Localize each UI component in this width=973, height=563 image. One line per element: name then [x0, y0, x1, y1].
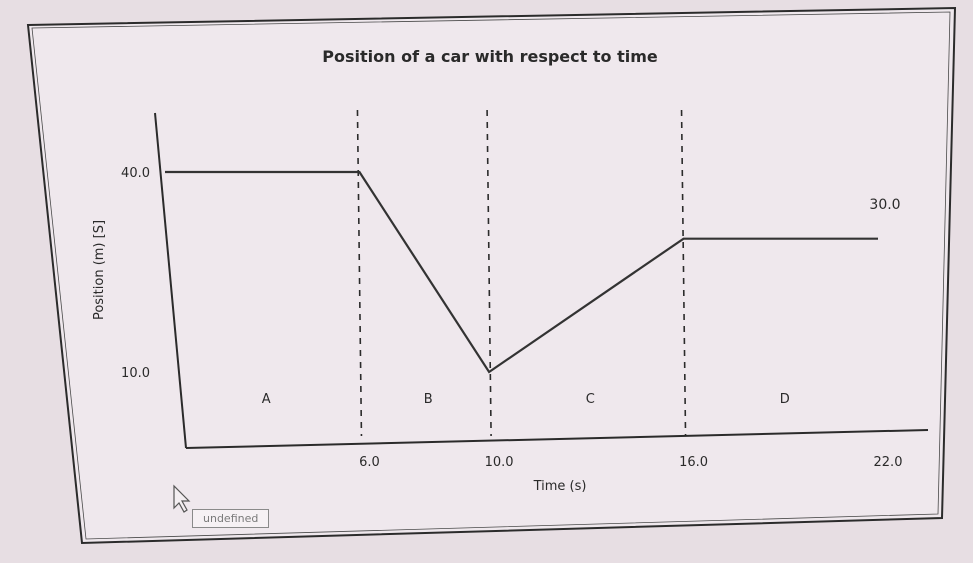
x-tick-label: 10.0 [485, 455, 514, 470]
x-axis [185, 429, 929, 449]
x-axis-title: Time (s) [533, 479, 587, 494]
chart-title: Position of a car with respect to time [322, 47, 658, 66]
inner-frame [31, 11, 951, 540]
region-label: C [586, 392, 595, 407]
tooltip: undefined [192, 509, 270, 528]
x-tick-label: 6.0 [359, 455, 380, 470]
region-label: B [424, 392, 433, 407]
region-label: D [780, 392, 790, 407]
y-axis-title: Position (m) [S] [92, 220, 107, 320]
chart-frame [26, 6, 957, 545]
y-tick-label: 10.0 [121, 366, 150, 381]
end-value-label: 30.0 [869, 197, 900, 213]
x-tick-label: 16.0 [679, 455, 708, 470]
region-label: A [262, 392, 271, 407]
x-tick-label: 22.0 [874, 455, 903, 470]
y-tick-label: 40.0 [121, 166, 150, 181]
y-axis [154, 112, 187, 449]
mouse-cursor-icon [173, 484, 191, 513]
